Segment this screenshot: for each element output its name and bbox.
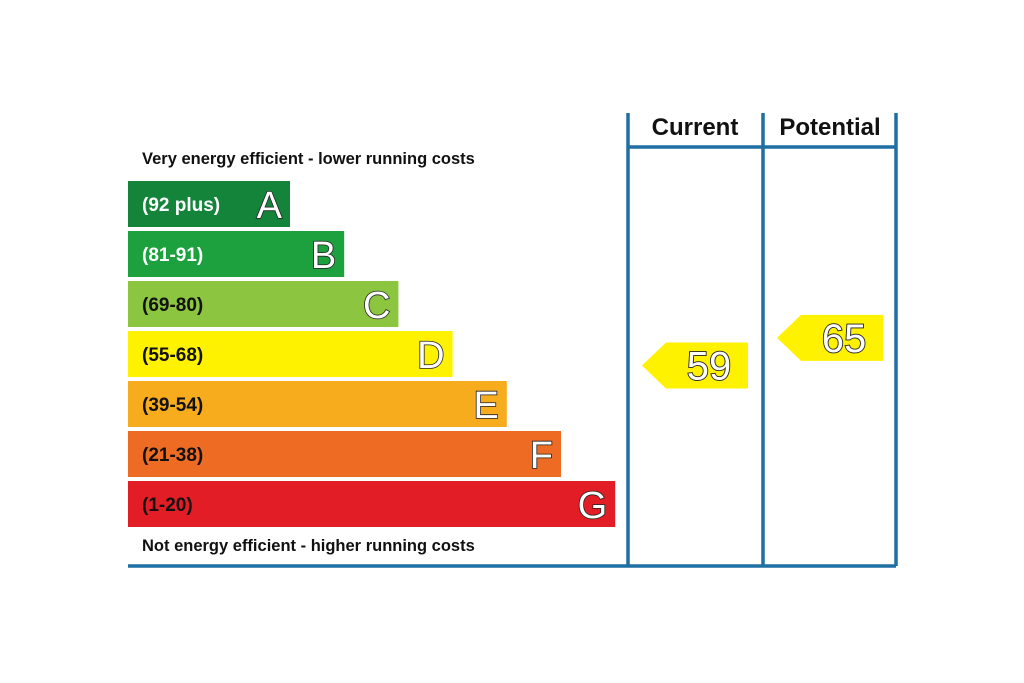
band-c: (69-80) C xyxy=(128,281,399,328)
current-rating-arrow: 59 xyxy=(642,342,748,389)
band-letter: C xyxy=(363,285,390,327)
band-bar-g xyxy=(128,481,616,527)
band-bar-f xyxy=(128,431,561,477)
band-range-label: (39-54) xyxy=(142,395,203,416)
current-rating-value: 59 xyxy=(687,345,732,389)
band-range-label: (21-38) xyxy=(142,445,203,466)
potential-rating-arrow: 65 xyxy=(777,314,883,362)
bottom-caption: Not energy efficient - higher running co… xyxy=(142,537,475,555)
band-range-label: (55-68) xyxy=(142,345,203,366)
band-g: (1-20) G xyxy=(128,481,616,528)
rating-bands: (92 plus) A(81-91) B(69-80) C(55-68) D(39-54… xyxy=(128,181,616,528)
band-letter: D xyxy=(417,335,444,377)
band-range-label: (81-91) xyxy=(142,245,203,266)
band-letter: A xyxy=(257,185,283,227)
potential-rating-arrow-shape xyxy=(777,314,883,361)
band-bar-a xyxy=(128,181,290,227)
column-header-current: Current xyxy=(652,114,739,141)
band-bar-d xyxy=(128,331,453,377)
band-letter: F xyxy=(530,435,553,477)
band-letter: B xyxy=(311,235,336,277)
band-e: (39-54) E xyxy=(128,381,507,428)
band-f: (21-38) F xyxy=(128,431,561,478)
band-range-label: (1-20) xyxy=(142,495,193,516)
current-rating-arrow-shape xyxy=(642,342,748,389)
band-letter: G xyxy=(578,485,608,527)
band-range-label: (92 plus) xyxy=(142,195,220,216)
band-a: (92 plus) A xyxy=(128,181,290,228)
chart-frame xyxy=(128,113,898,568)
potential-rating-value: 65 xyxy=(822,317,867,361)
rating-arrows: 59 65 xyxy=(642,314,883,389)
band-bar-b xyxy=(128,231,345,277)
top-caption: Very energy efficient - lower running co… xyxy=(142,150,475,168)
band-bar-c xyxy=(128,281,399,327)
band-letter: E xyxy=(473,385,498,427)
column-header-potential: Potential xyxy=(779,114,880,141)
band-bar-e xyxy=(128,381,507,427)
band-range-label: (69-80) xyxy=(142,295,203,316)
band-b: (81-91) B xyxy=(128,231,345,278)
band-d: (55-68) D xyxy=(128,331,453,378)
